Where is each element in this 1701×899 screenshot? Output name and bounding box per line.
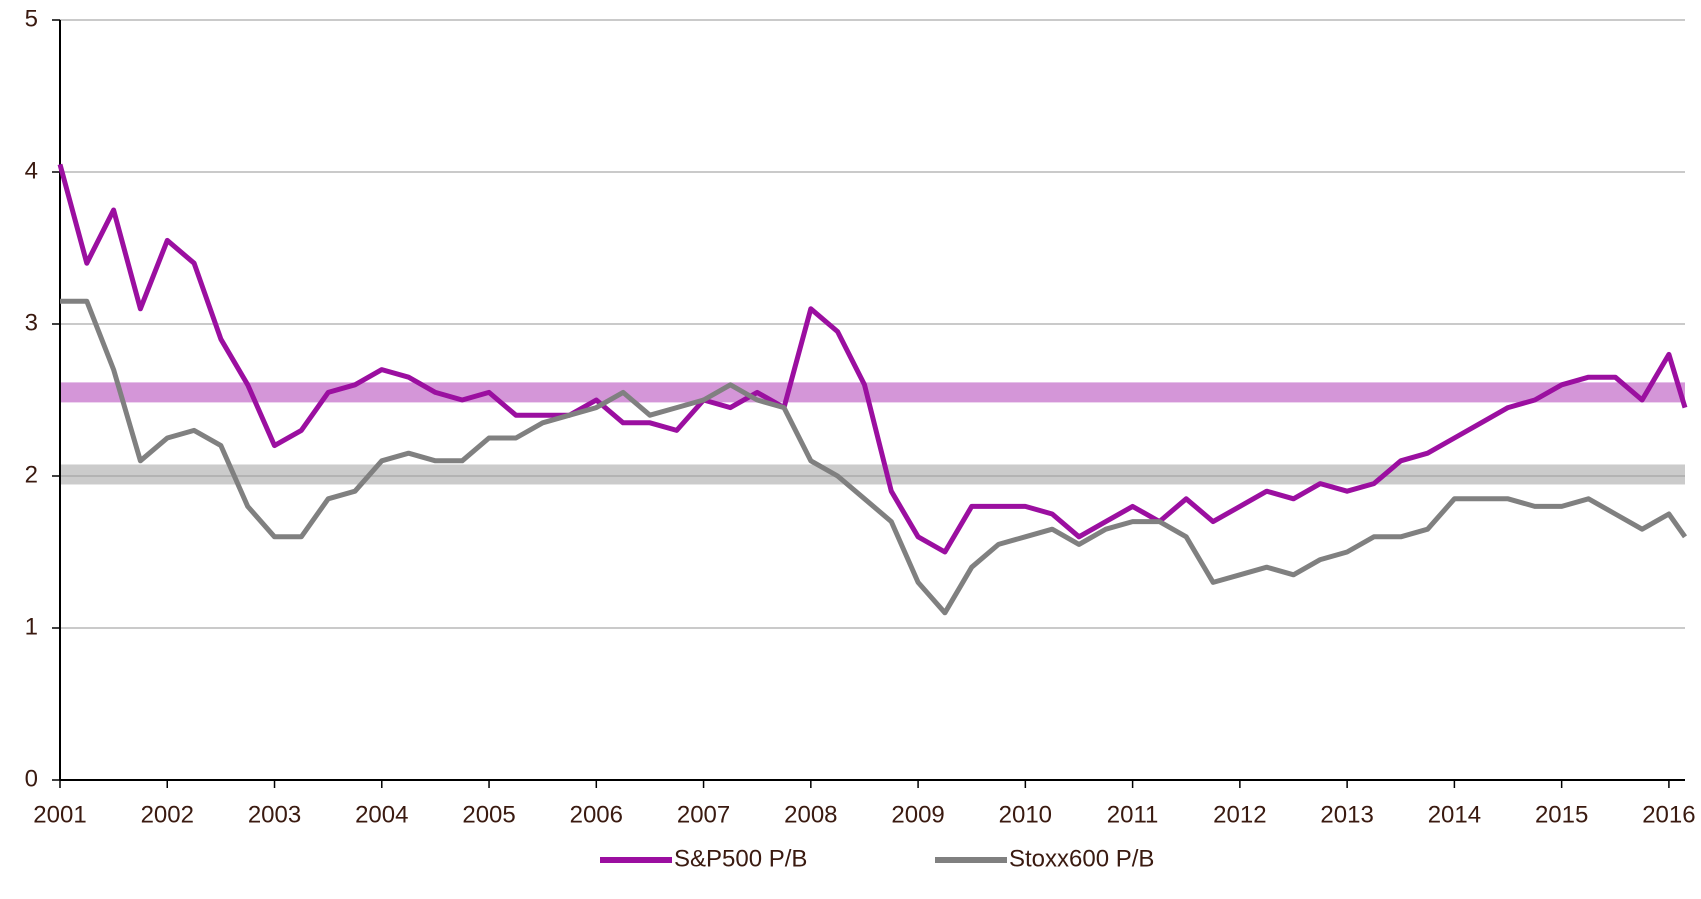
series-line [57, 163, 1688, 555]
legend-label: S&P500 P/B [674, 845, 807, 872]
y-tick-label: 5 [25, 5, 38, 32]
y-tick-label: 4 [25, 157, 38, 184]
x-tick-label: 2010 [999, 801, 1052, 828]
x-tick-label: 2016 [1642, 801, 1695, 828]
x-tick-label: 2007 [677, 801, 730, 828]
series-line [60, 298, 1688, 616]
x-tick-label: 2002 [141, 801, 194, 828]
x-tick-label: 2001 [33, 801, 86, 828]
average-band [60, 464, 1685, 485]
x-tick-label: 2003 [248, 801, 301, 828]
average-band [60, 382, 1685, 403]
x-tick-label: 2012 [1213, 801, 1266, 828]
x-tick-label: 2014 [1428, 801, 1481, 828]
x-tick-label: 2008 [784, 801, 837, 828]
y-tick-label: 2 [25, 461, 38, 488]
x-tick-label: 2015 [1535, 801, 1588, 828]
x-tick-label: 2013 [1320, 801, 1373, 828]
x-tick-label: 2005 [462, 801, 515, 828]
x-tick-label: 2006 [570, 801, 623, 828]
x-tick-label: 2004 [355, 801, 408, 828]
x-tick-label: 2009 [891, 801, 944, 828]
y-tick-label: 0 [25, 765, 38, 792]
x-tick-label: 2011 [1107, 801, 1159, 828]
y-tick-label: 3 [25, 309, 38, 336]
y-tick-label: 1 [25, 613, 38, 640]
legend-label: Stoxx600 P/B [1009, 845, 1154, 872]
